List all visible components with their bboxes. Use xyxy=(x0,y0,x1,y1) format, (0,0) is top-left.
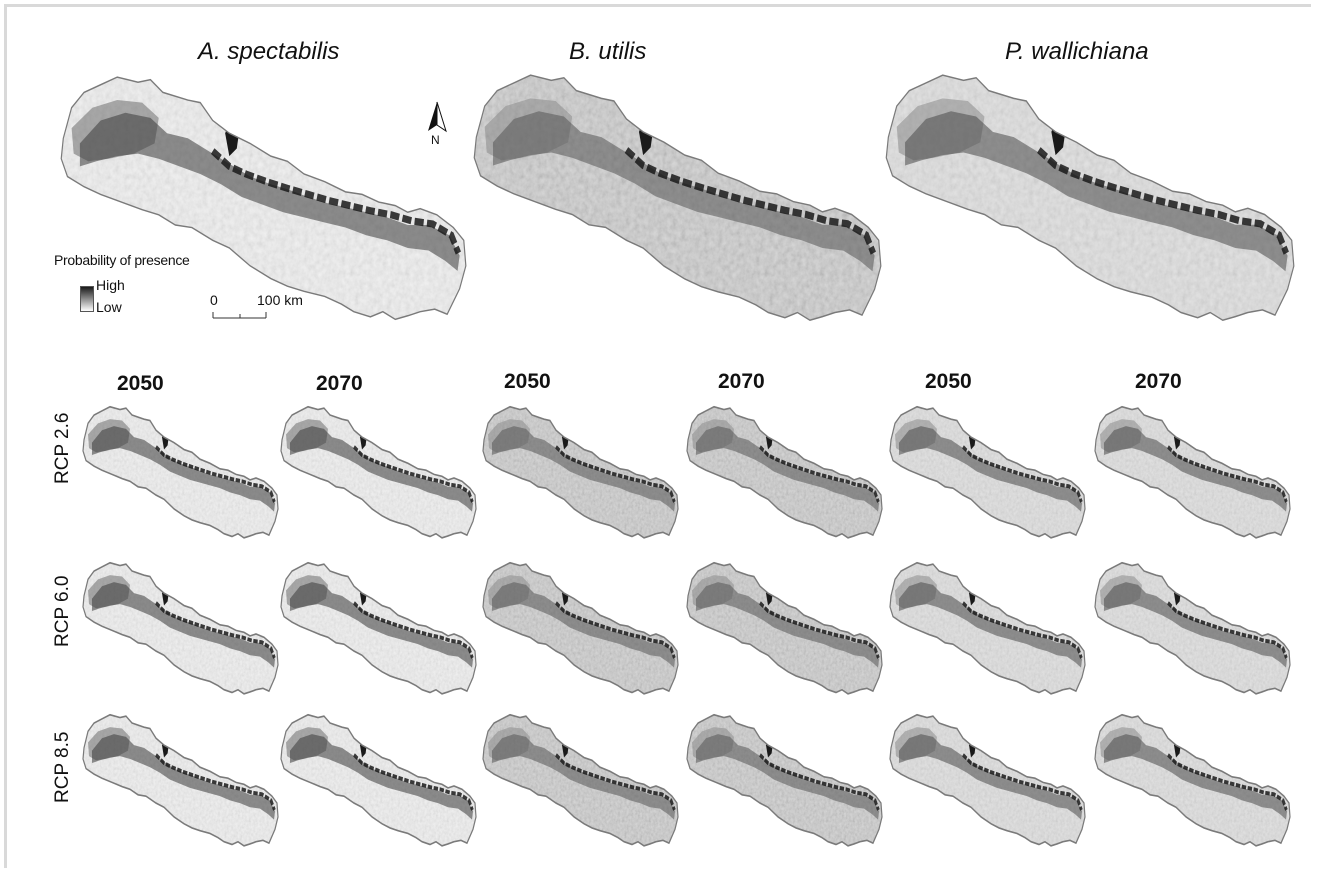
north-arrow-label: N xyxy=(431,133,440,147)
map-a-spectabilis-2050-rcp26 xyxy=(82,405,279,539)
legend-title: Probability of presence xyxy=(54,252,190,268)
species-title-b-utilis: B. utilis xyxy=(569,38,647,65)
map-a-spectabilis-2070-rcp26 xyxy=(280,405,477,539)
map-p-wallichiana-2070-rcp60 xyxy=(1094,561,1291,695)
map-p-wallichiana-2070-rcp26 xyxy=(1094,405,1291,539)
year-label-2050-b: 2050 xyxy=(504,370,551,393)
map-b-utilis-2050-rcp26 xyxy=(482,405,679,539)
map-a-spectabilis-2070-rcp60 xyxy=(280,561,477,695)
map-p-wallichiana-current xyxy=(885,74,1295,322)
map-b-utilis-2070-rcp26 xyxy=(686,405,883,539)
year-label-2070-a: 2070 xyxy=(316,372,363,395)
north-arrow-icon xyxy=(428,101,447,133)
legend-low-label: Low xyxy=(96,299,122,315)
legend-color-ramp xyxy=(80,286,94,312)
map-p-wallichiana-2070-rcp85 xyxy=(1094,713,1291,847)
map-a-spectabilis-2050-rcp85 xyxy=(82,713,279,847)
map-a-spectabilis-2050-rcp60 xyxy=(82,561,279,695)
species-title-p-wallichiana: P. wallichiana xyxy=(1005,38,1149,65)
figure-frame xyxy=(4,4,1311,868)
species-title-a-spectabilis: A. spectabilis xyxy=(198,38,340,65)
map-b-utilis-current xyxy=(473,74,882,322)
map-p-wallichiana-2050-rcp85 xyxy=(889,713,1086,847)
map-a-spectabilis-2070-rcp85 xyxy=(280,713,477,847)
map-p-wallichiana-2050-rcp60 xyxy=(889,561,1086,695)
year-label-2050-c: 2050 xyxy=(925,370,972,393)
map-b-utilis-2050-rcp85 xyxy=(482,713,679,847)
legend-high-label: High xyxy=(96,277,125,293)
scale-bar-start-label: 0 xyxy=(210,292,218,308)
year-label-2050-a: 2050 xyxy=(117,372,164,395)
map-b-utilis-2050-rcp60 xyxy=(482,561,679,695)
scale-bar xyxy=(212,312,267,319)
year-label-2070-c: 2070 xyxy=(1135,370,1182,393)
map-b-utilis-2070-rcp60 xyxy=(686,561,883,695)
map-a-spectabilis-current xyxy=(60,76,467,321)
year-label-2070-b: 2070 xyxy=(718,370,765,393)
scale-bar-end-label: 100 km xyxy=(257,292,303,308)
map-p-wallichiana-2050-rcp26 xyxy=(889,405,1086,539)
map-b-utilis-2070-rcp85 xyxy=(686,713,883,847)
